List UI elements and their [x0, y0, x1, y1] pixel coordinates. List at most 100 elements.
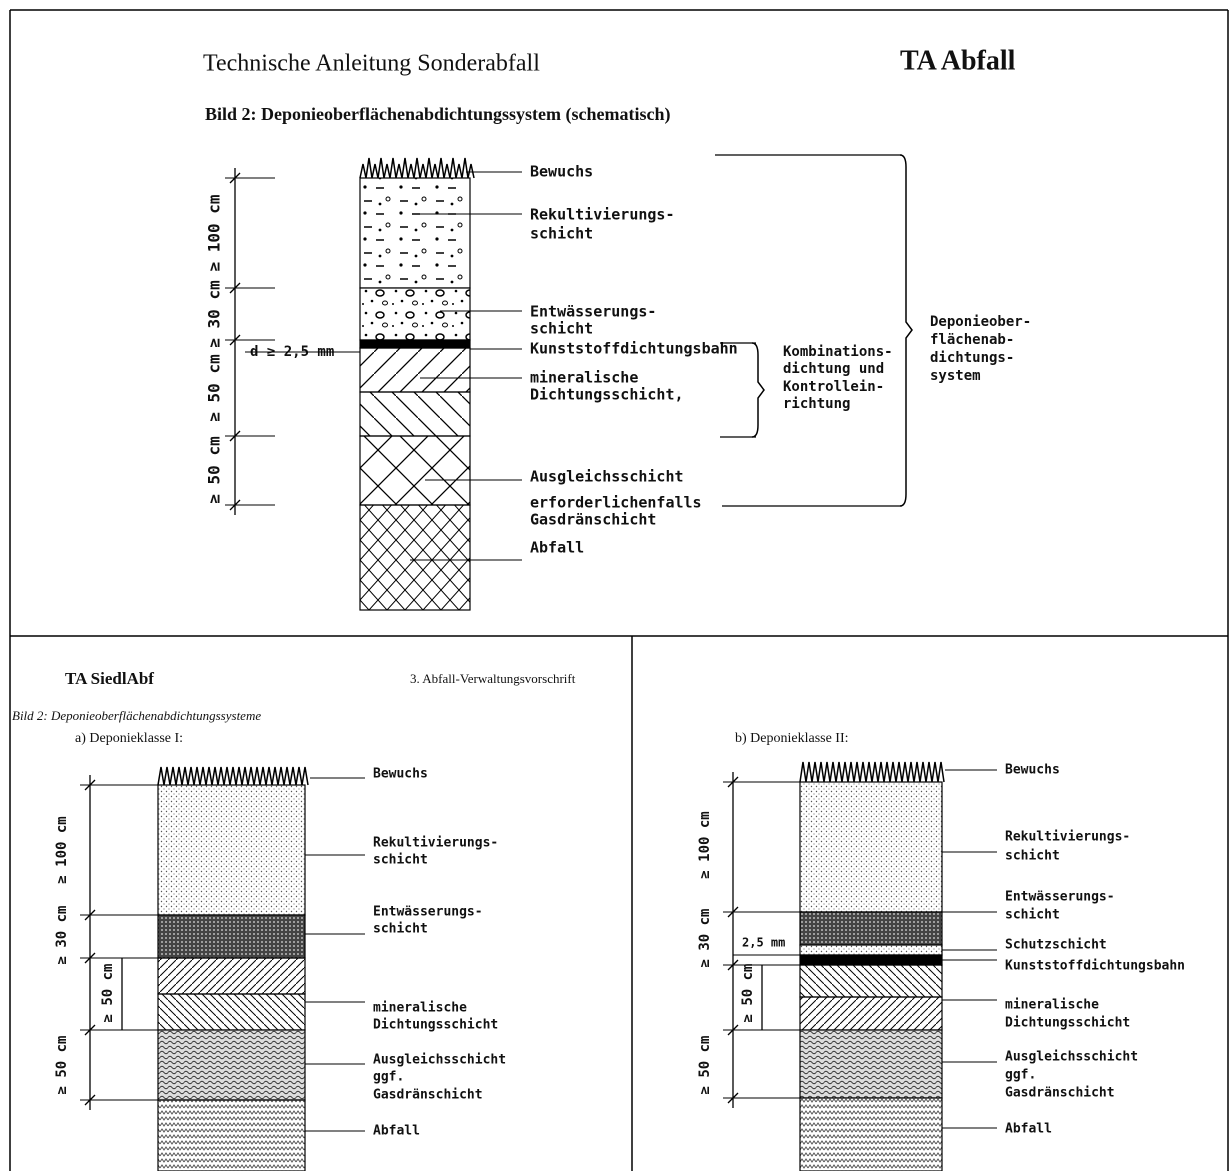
layer [359, 347, 471, 393]
layer-label: ggf. [373, 1070, 404, 1085]
layer-label: Entwässerungs- [373, 905, 483, 920]
layer-label: Schutzschicht [1005, 938, 1107, 953]
layer [359, 391, 471, 437]
dimension-label: ≥ 30 cm [54, 905, 70, 964]
layer [799, 964, 943, 998]
layer-label: Entwässerungs- [530, 303, 656, 321]
line [229, 282, 241, 294]
layer-label: Abfall [1005, 1122, 1052, 1137]
dimension-label: ≥ 100 cm [205, 194, 224, 271]
header-left: TA SiedlAbf [65, 669, 154, 688]
dimension-label: ≥ 30 cm [697, 908, 713, 967]
layer [799, 954, 943, 966]
line [229, 172, 241, 184]
figure-title: Bild 2: Deponieoberflächenabdichtungssys… [205, 104, 671, 125]
layer [359, 177, 471, 289]
layer-label: Bewuchs [530, 163, 593, 181]
layer [359, 339, 471, 349]
layer-label: erforderlichenfalls [530, 494, 702, 512]
subtitle: a) Deponieklasse I: [75, 731, 183, 746]
bracket-label: Deponieober- [930, 314, 1031, 330]
brace [899, 154, 913, 507]
layer-label: schicht [373, 853, 428, 868]
bracket-label: system [930, 368, 981, 384]
dimension-label: ≥ 50 cm [740, 963, 756, 1022]
line [229, 430, 241, 442]
layer-label: Ausgleichsschicht [373, 1053, 506, 1068]
layer-label: ggf. [1005, 1068, 1036, 1083]
line [229, 499, 241, 511]
line [229, 334, 241, 346]
line [727, 906, 739, 918]
layer-label: schicht [530, 225, 593, 243]
dimension-label: ≥ 50 cm [205, 354, 224, 422]
layer-label: Abfall [373, 1124, 420, 1139]
layer-label: Gasdränschicht [530, 511, 656, 529]
line [84, 952, 96, 964]
dimension-label: ≥ 100 cm [697, 811, 713, 878]
layer [359, 435, 471, 506]
page-frame [9, 9, 1229, 1171]
figure-title: Bild 2: Deponieoberflächenabdichtungssys… [12, 708, 261, 723]
layer-label: mineralische [373, 1001, 467, 1016]
bracket-label: flächenab- [930, 332, 1014, 348]
layer [359, 504, 471, 611]
dimension-label: ≥ 50 cm [205, 436, 224, 504]
dimension-label: ≥ 100 cm [54, 816, 70, 883]
layer [157, 1099, 306, 1171]
layer-label: Dichtungsschicht, [530, 386, 684, 404]
layer-label: schicht [373, 922, 428, 937]
layer [799, 1029, 943, 1099]
layer-label: Dichtungsschicht [1005, 1016, 1130, 1031]
line [84, 909, 96, 921]
bracket-label: dichtungs- [930, 350, 1014, 366]
layer [157, 784, 306, 916]
layer [157, 1029, 306, 1101]
layer-label: Ausgleichsschicht [1005, 1050, 1138, 1065]
vegetation [799, 761, 945, 783]
header-left: Technische Anleitung Sonderabfall [203, 51, 540, 77]
layer-label: Kunststoffdichtungsbahn [1005, 959, 1185, 974]
header-right: TA Abfall [900, 45, 1016, 76]
layer [799, 781, 943, 913]
layer-label: Gasdränschicht [373, 1088, 483, 1103]
layer-label: mineralische [530, 369, 638, 387]
line [727, 1024, 739, 1036]
layer-label: Gasdränschicht [1005, 1086, 1115, 1101]
layer-label: Kunststoffdichtungsbahn [530, 340, 738, 358]
subtitle: b) Deponieklasse II: [735, 731, 849, 746]
film-thickness: 2,5 mm [742, 936, 785, 950]
layer [157, 914, 306, 959]
dimension-label: ≥ 50 cm [697, 1035, 713, 1094]
line [727, 776, 739, 788]
layer [799, 944, 943, 956]
layer [157, 957, 306, 995]
line [84, 1024, 96, 1036]
vegetation [157, 766, 309, 786]
layer [799, 1097, 943, 1171]
layer-label: schicht [1005, 849, 1060, 864]
layer-label: schicht [530, 320, 593, 338]
bracket-label: dichtung und [783, 361, 884, 377]
layer-label: Rekultivierungs- [530, 206, 675, 224]
brace [751, 342, 765, 438]
layer [157, 993, 306, 1031]
layer [359, 287, 471, 341]
bracket-label: richtung [783, 396, 850, 412]
line [84, 1094, 96, 1106]
dimension-label: ≥ 30 cm [205, 280, 224, 348]
layer [799, 996, 943, 1031]
layer-label: Rekultivierungs- [1005, 830, 1130, 845]
dimension-label: ≥ 50 cm [54, 1035, 70, 1094]
dimension-label: ≥ 50 cm [100, 963, 116, 1022]
bracket-label: Kontrollein- [783, 379, 884, 395]
layer-label: Bewuchs [1005, 763, 1060, 778]
layer-label: Bewuchs [373, 767, 428, 782]
layer-label: mineralische [1005, 998, 1099, 1013]
layer-label: Abfall [530, 539, 584, 557]
line [84, 779, 96, 791]
layer-label: schicht [1005, 908, 1060, 923]
header-right: 3. Abfall-Verwaltungsvorschrift [410, 671, 576, 686]
layer-label: Entwässerungs- [1005, 890, 1115, 905]
